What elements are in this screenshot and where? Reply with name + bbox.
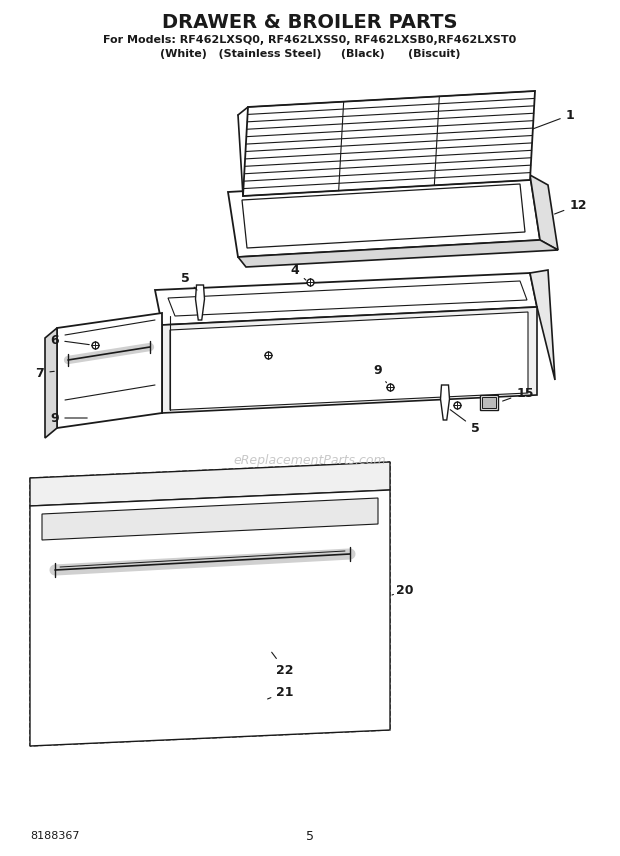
- Text: 7: 7: [35, 366, 54, 379]
- Polygon shape: [30, 490, 390, 746]
- Polygon shape: [45, 328, 57, 438]
- Polygon shape: [195, 285, 205, 320]
- Polygon shape: [42, 498, 378, 540]
- Text: 4: 4: [291, 264, 306, 280]
- Text: 1: 1: [533, 109, 574, 129]
- Text: 12: 12: [555, 199, 587, 214]
- Text: 5: 5: [450, 410, 479, 435]
- Polygon shape: [440, 385, 450, 420]
- Polygon shape: [57, 313, 162, 428]
- Text: 21: 21: [268, 686, 294, 699]
- Polygon shape: [30, 462, 390, 506]
- Polygon shape: [162, 307, 537, 413]
- Polygon shape: [228, 175, 540, 257]
- Polygon shape: [243, 91, 535, 196]
- Polygon shape: [170, 312, 528, 410]
- Polygon shape: [530, 270, 555, 380]
- Text: 5: 5: [180, 271, 197, 290]
- Text: eReplacementParts.com: eReplacementParts.com: [234, 454, 386, 467]
- Text: 9: 9: [374, 364, 386, 383]
- Text: 9: 9: [51, 412, 87, 425]
- Text: For Models: RF462LXSQ0, RF462LXSS0, RF462LXSB0,RF462LXST0: For Models: RF462LXSQ0, RF462LXSS0, RF46…: [104, 35, 516, 45]
- Text: 22: 22: [272, 652, 294, 676]
- Polygon shape: [155, 273, 537, 325]
- Text: 20: 20: [392, 584, 414, 597]
- Text: 5: 5: [306, 829, 314, 842]
- Text: 8188367: 8188367: [30, 831, 79, 841]
- Text: 15: 15: [503, 387, 534, 401]
- Polygon shape: [238, 240, 558, 267]
- Text: 6: 6: [51, 334, 89, 347]
- Polygon shape: [30, 462, 390, 746]
- Polygon shape: [242, 184, 525, 248]
- Polygon shape: [168, 281, 527, 316]
- Bar: [480, 395, 498, 410]
- Text: DRAWER & BROILER PARTS: DRAWER & BROILER PARTS: [162, 13, 458, 32]
- Polygon shape: [530, 175, 558, 250]
- Text: (White)   (Stainless Steel)     (Black)      (Biscuit): (White) (Stainless Steel) (Black) (Biscu…: [160, 49, 460, 59]
- Bar: [482, 397, 496, 408]
